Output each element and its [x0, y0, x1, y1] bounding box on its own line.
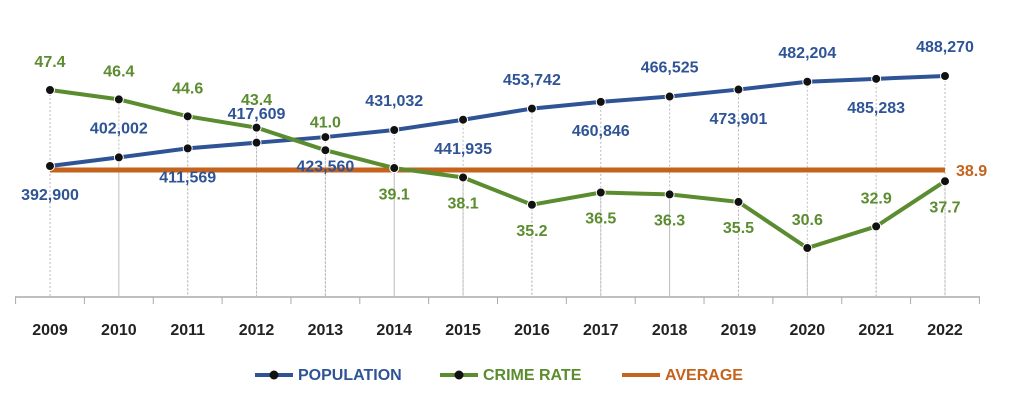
data-label: 485,283 [847, 100, 905, 117]
x-tick-label: 2020 [790, 322, 826, 339]
data-label: 35.2 [516, 223, 547, 240]
data-label: 402,002 [90, 121, 148, 138]
x-tick-label: 2021 [858, 322, 894, 339]
average-label: 38.9 [956, 163, 987, 180]
data-label: 417,609 [228, 106, 286, 123]
data-label: 36.3 [654, 213, 685, 230]
point [389, 125, 400, 136]
point [526, 199, 537, 210]
point [320, 145, 331, 156]
data-label: 38.1 [448, 196, 479, 213]
x-tick-label: 2022 [927, 322, 963, 339]
point [182, 143, 193, 154]
point [113, 94, 124, 105]
data-label: 466,525 [641, 60, 699, 77]
x-tick-label: 2009 [32, 322, 68, 339]
x-tick-label: 2015 [445, 322, 481, 339]
legend-label: POPULATION [298, 367, 402, 384]
data-label: 441,935 [434, 141, 492, 158]
point [251, 137, 262, 148]
data-label: 423,560 [296, 158, 354, 175]
data-label: 32.9 [861, 191, 892, 208]
data-label: 46.4 [103, 64, 134, 81]
legend-marker [269, 370, 279, 380]
point [802, 243, 813, 253]
data-label: 43.4 [241, 92, 272, 109]
data-label: 36.5 [585, 211, 616, 228]
x-tick-label: 2010 [101, 322, 137, 339]
point [182, 111, 193, 122]
point [595, 96, 606, 107]
point [389, 163, 400, 174]
point [871, 221, 882, 232]
point [802, 76, 813, 87]
data-label: 488,270 [916, 39, 974, 56]
point [940, 176, 950, 187]
data-label: 37.7 [929, 199, 960, 216]
x-tick-label: 2014 [376, 322, 412, 339]
point [45, 85, 55, 95]
x-tick-label: 2018 [652, 322, 688, 339]
data-label: 453,742 [503, 72, 561, 89]
x-tick-label: 2013 [308, 322, 344, 339]
x-tick-label: 2016 [514, 322, 550, 339]
data-label: 411,569 [159, 170, 216, 187]
x-tick-label: 2019 [721, 322, 757, 339]
legend-marker [454, 370, 464, 380]
series-line [49, 88, 947, 251]
point [664, 189, 675, 200]
legend-label: CRIME RATE [483, 367, 582, 384]
legend-label: AVERAGE [665, 367, 743, 384]
series-line [49, 74, 946, 168]
data-label: 473,901 [710, 111, 768, 128]
point [664, 91, 675, 102]
x-tick-label: 2012 [239, 322, 275, 339]
data-label: 460,846 [572, 123, 630, 140]
point [320, 132, 331, 143]
point [940, 71, 950, 81]
data-label: 39.1 [379, 186, 410, 203]
point [458, 172, 469, 183]
point [733, 196, 744, 207]
data-label: 30.6 [792, 212, 823, 229]
data-label: 35.5 [723, 220, 754, 237]
data-label: 41.0 [310, 114, 341, 131]
point [733, 84, 744, 95]
point [595, 187, 606, 198]
x-tick-label: 2017 [583, 322, 619, 339]
point [45, 161, 55, 171]
data-label: 482,204 [778, 45, 836, 62]
point [871, 73, 882, 84]
point [113, 152, 124, 163]
point [526, 103, 537, 114]
x-tick-label: 2011 [170, 322, 205, 339]
data-label: 431,032 [365, 93, 423, 110]
data-label: 392,900 [21, 187, 79, 204]
point [251, 122, 262, 133]
data-label: 47.4 [34, 54, 65, 71]
point [458, 114, 469, 125]
data-label: 44.6 [172, 81, 203, 98]
